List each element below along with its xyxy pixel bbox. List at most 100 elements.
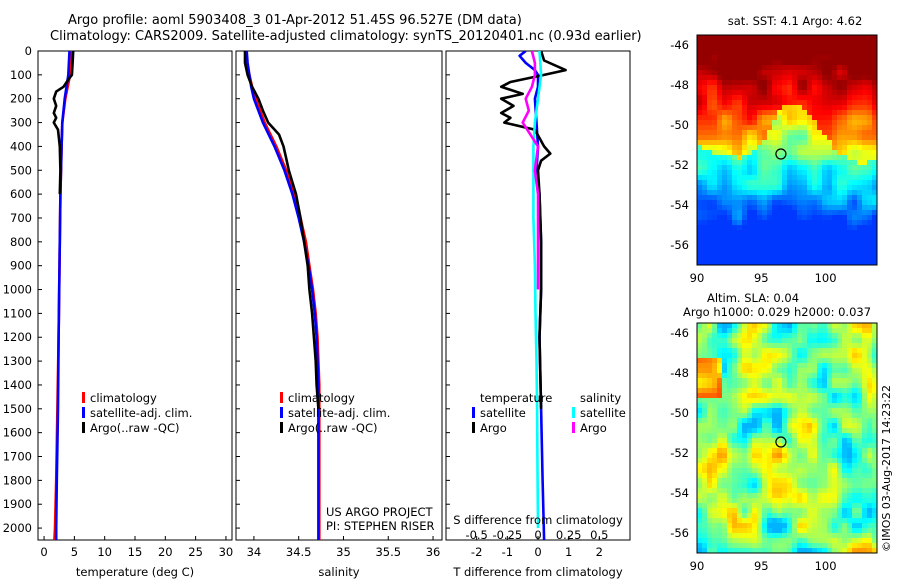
map-cell <box>752 468 758 474</box>
map-cell <box>777 408 783 414</box>
map-cell <box>817 438 823 444</box>
map-cell <box>867 408 873 414</box>
map-cell <box>772 205 778 211</box>
map-cell <box>782 388 788 394</box>
map-cell <box>792 343 798 349</box>
map-cell <box>767 513 773 519</box>
map-cell <box>797 150 803 156</box>
map-cell <box>762 458 768 464</box>
map-cell <box>742 170 748 176</box>
map-cell <box>767 215 773 221</box>
map-cell <box>732 100 738 106</box>
map-cell <box>832 90 838 96</box>
map-cell <box>852 398 858 404</box>
map-cell <box>772 538 778 544</box>
map-cell <box>827 50 833 56</box>
map-cell <box>782 125 788 131</box>
map-cell <box>727 170 733 176</box>
map-cell <box>752 85 758 91</box>
map-cell <box>822 498 828 504</box>
map-cell <box>797 408 803 414</box>
map-cell <box>772 95 778 101</box>
map-cell <box>857 338 863 344</box>
x-tick-label: 0 <box>534 545 541 559</box>
map-cell <box>767 235 773 241</box>
map-cell <box>822 453 828 459</box>
map-cell <box>862 383 868 389</box>
map-cell <box>832 453 838 459</box>
map-cell <box>867 35 873 41</box>
map-cell <box>737 60 743 66</box>
map-cell <box>742 35 748 41</box>
map-cell <box>792 75 798 81</box>
map-cell <box>697 428 703 434</box>
map-cell <box>782 235 788 241</box>
map-cell <box>832 518 838 524</box>
map-cell <box>797 333 803 339</box>
map-cell <box>797 195 803 201</box>
map-cell <box>697 215 703 221</box>
map-cell <box>862 403 868 409</box>
map-cell <box>837 130 843 136</box>
map-cell <box>702 95 708 101</box>
map-cell <box>827 140 833 146</box>
map-cell <box>817 328 823 334</box>
map-cell <box>802 170 808 176</box>
map-cell <box>812 60 818 66</box>
map-cell <box>787 180 793 186</box>
map-cell <box>782 423 788 429</box>
map-cell <box>777 220 783 226</box>
map-cell <box>732 488 738 494</box>
map-cell <box>767 528 773 534</box>
map-cell <box>747 383 753 389</box>
map-cell <box>772 210 778 216</box>
map-cell <box>697 408 703 414</box>
map-cell <box>797 110 803 116</box>
map-cell <box>702 170 708 176</box>
map-cell <box>737 498 743 504</box>
map-cell <box>722 250 728 256</box>
map-cell <box>732 338 738 344</box>
map-cell <box>872 438 877 444</box>
map-cell <box>752 80 758 86</box>
map-cell <box>867 333 873 339</box>
map-cell <box>857 245 863 251</box>
map-cell <box>807 448 813 454</box>
map-cell <box>717 75 723 81</box>
map-cell <box>727 533 733 539</box>
map-cell <box>822 190 828 196</box>
map-cell <box>827 105 833 111</box>
map-cell <box>752 130 758 136</box>
map-cell <box>872 195 877 201</box>
map-cell <box>852 423 858 429</box>
map-cell <box>752 115 758 121</box>
map-cell <box>732 443 738 449</box>
map-cell <box>747 533 753 539</box>
map-cell <box>767 45 773 51</box>
map-cell <box>727 518 733 524</box>
map-cell <box>832 35 838 41</box>
map-cell <box>722 65 728 71</box>
map-cell <box>822 45 828 51</box>
map-cell <box>782 220 788 226</box>
map-cell <box>702 70 708 76</box>
map-cell <box>772 533 778 539</box>
map-cell <box>777 513 783 519</box>
map-cell <box>792 205 798 211</box>
map-cell <box>697 130 703 136</box>
map-cell <box>697 343 703 349</box>
map-cell <box>852 240 858 246</box>
map-cell <box>852 245 858 251</box>
map-cell <box>752 503 758 509</box>
map-cell <box>862 413 868 419</box>
map-cell <box>707 393 713 399</box>
map-cell <box>747 413 753 419</box>
map-cell <box>742 493 748 499</box>
map-cell <box>752 230 758 236</box>
map-cell <box>847 115 853 121</box>
map-cell <box>837 448 843 454</box>
map-cell <box>742 363 748 369</box>
map-cell <box>767 120 773 126</box>
map-cell <box>737 488 743 494</box>
map-cell <box>802 503 808 509</box>
